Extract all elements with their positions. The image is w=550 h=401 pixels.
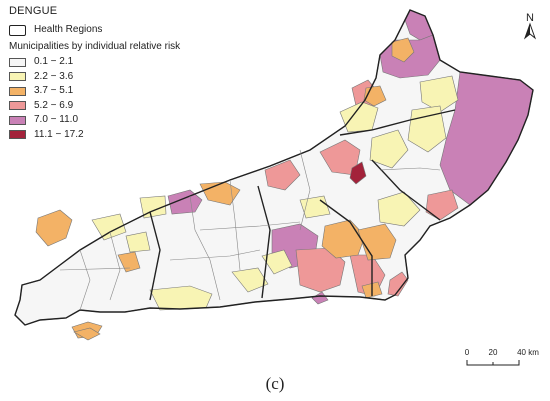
municipalities [35, 9, 534, 341]
health-region-swatch [9, 24, 26, 36]
map-title: DENGUE [9, 5, 58, 17]
municipality [407, 105, 447, 153]
municipality [339, 101, 379, 133]
municipality [117, 251, 141, 273]
legend-classes: 0.1 − 2.1 2.2 − 3.6 3.7 − 5.1 5.2 − 6.9 7.0 … [9, 55, 180, 142]
municipality [377, 191, 421, 227]
health-region-boundary [14, 9, 534, 326]
north-arrow-icon: N [523, 12, 537, 40]
scale-tick-0: 0 [465, 348, 470, 357]
figure-caption: (c) [265, 374, 285, 393]
legend-item-class: 2.2 − 3.6 [9, 70, 180, 85]
legend-title: Municipalities by individual relative ri… [9, 40, 181, 52]
municipality [379, 34, 441, 79]
legend-item-health-regions: Health Regions [9, 23, 180, 38]
health-region-boundary [257, 185, 271, 299]
municipality [311, 291, 329, 305]
legend-swatch [9, 72, 26, 82]
municipality [73, 327, 101, 341]
health-region-boundary [319, 199, 373, 296]
legend-label: 2.2 − 3.6 [34, 70, 74, 82]
municipality [319, 139, 361, 176]
north-label: N [526, 12, 534, 24]
municipal-boundaries [59, 149, 441, 311]
municipality [369, 129, 409, 169]
municipality [139, 195, 167, 219]
municipality [167, 189, 203, 215]
municipality [349, 161, 367, 185]
scale-tick-40: 40 km [517, 348, 539, 357]
municipality [125, 231, 151, 253]
health-region-boundary [149, 211, 161, 301]
municipality [231, 267, 269, 293]
legend: Health Regions Municipalities by individ… [9, 23, 180, 142]
municipality [261, 249, 293, 275]
legend-swatch [9, 115, 26, 125]
legend-swatch [9, 130, 26, 140]
municipality [391, 37, 415, 63]
municipality [35, 209, 73, 247]
health-region-boundary [339, 109, 456, 136]
municipality [357, 223, 397, 261]
legend-item-class: 7.0 − 11.0 [9, 113, 180, 128]
municipality [149, 285, 213, 311]
legend-item-class: 3.7 − 5.1 [9, 84, 180, 99]
legend-label: 7.0 − 11.0 [34, 114, 79, 125]
legend-label: Health Regions [34, 24, 103, 35]
scale-tick-20: 20 [489, 348, 498, 357]
municipality [91, 213, 127, 241]
municipality [387, 271, 409, 297]
legend-label: 3.7 − 5.1 [34, 85, 74, 96]
legend-label: 5.2 − 6.9 [34, 99, 74, 111]
legend-item-class: 0.1 − 2.1 [9, 55, 180, 70]
legend-swatch [9, 57, 26, 67]
legend-item-class: 5.2 − 6.9 [9, 99, 180, 114]
legend-swatch [9, 86, 26, 96]
legend-label: 0.1 − 2.1 [34, 56, 74, 67]
legend-label: 11.1 − 17.2 [34, 128, 84, 140]
municipality [419, 75, 459, 113]
legend-swatch [9, 101, 26, 111]
legend-item-class: 11.1 − 17.2 [9, 128, 180, 143]
scale-bar: 0 20 40 km [465, 348, 539, 366]
municipality [264, 159, 301, 191]
